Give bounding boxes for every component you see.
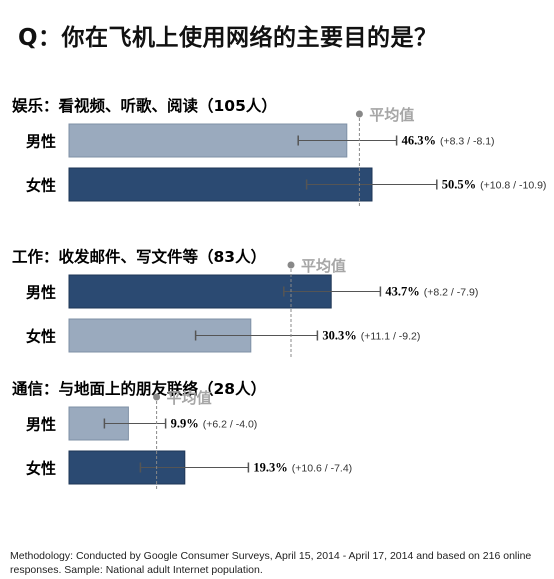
value-label: 43.7% bbox=[385, 285, 419, 299]
margin-of-error-label: (+10.6 / -7.4) bbox=[292, 463, 352, 475]
group-title: 工作：收发邮件、写文件等（83人） bbox=[12, 247, 266, 266]
bar-label: 女性 bbox=[26, 460, 56, 478]
average-dot bbox=[287, 261, 295, 269]
average-label: 平均值 bbox=[301, 257, 346, 275]
margin-of-error-label: (+8.3 / -8.1) bbox=[440, 136, 495, 148]
margin-of-error-label: (+8.2 / -7.9) bbox=[424, 287, 479, 299]
chart-title: Q：你在飞机上使用网络的主要目的是？ bbox=[18, 25, 438, 51]
margin-of-error-label: (+6.2 / -4.0) bbox=[203, 419, 258, 431]
group-title: 通信：与地面上的朋友联络（28人） bbox=[12, 379, 266, 398]
margin-of-error-label: (+10.8 / -10.9) bbox=[480, 180, 546, 192]
methodology-note: Methodology: Conducted by Google Consume… bbox=[10, 550, 532, 576]
average-dot bbox=[355, 110, 363, 118]
bar-label: 男性 bbox=[26, 133, 56, 151]
value-label: 46.3% bbox=[402, 134, 436, 148]
value-label: 19.3% bbox=[253, 461, 287, 475]
margin-of-error-label: (+11.1 / -9.2) bbox=[361, 331, 421, 343]
bar-label: 女性 bbox=[26, 328, 56, 346]
bar-label: 女性 bbox=[26, 177, 56, 195]
value-label: 50.5% bbox=[442, 178, 476, 192]
bar-label: 男性 bbox=[26, 284, 56, 302]
value-label: 30.3% bbox=[322, 329, 356, 343]
average-dot bbox=[153, 393, 161, 401]
average-label: 平均值 bbox=[369, 106, 414, 124]
bar-label: 男性 bbox=[26, 416, 56, 434]
bar-chart: 娱乐：看视频、听歌、阅读（105人） 男性 46.3% (+8.3 / -8.1) 女性… bbox=[12, 96, 546, 490]
average-label: 平均值 bbox=[167, 389, 212, 407]
value-label: 9.9% bbox=[171, 417, 199, 431]
group-title: 娱乐：看视频、听歌、阅读（105人） bbox=[12, 96, 277, 115]
